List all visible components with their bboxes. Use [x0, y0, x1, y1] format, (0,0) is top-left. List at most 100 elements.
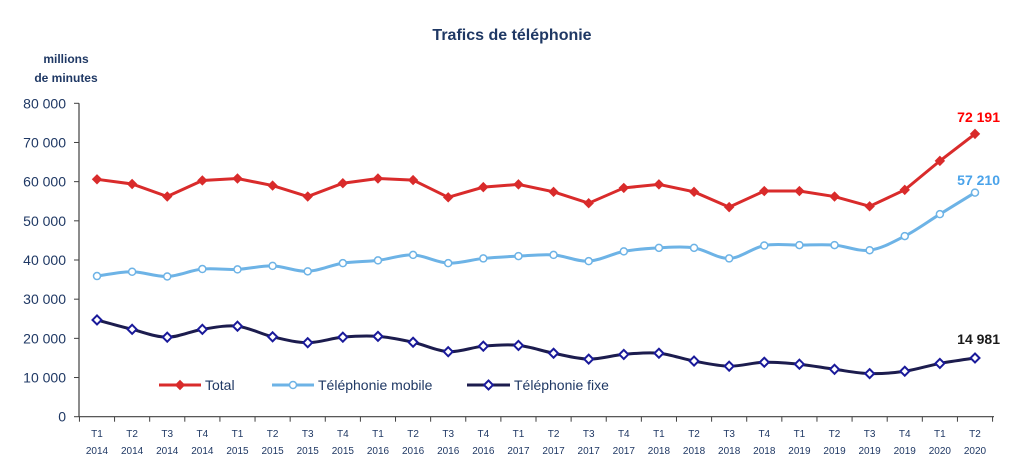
data-point-mobile — [760, 241, 769, 250]
legend-marker-mobile — [288, 380, 298, 390]
data-point-mobile — [900, 231, 910, 241]
data-point-total — [653, 179, 665, 190]
data-point-total — [372, 173, 384, 184]
data-point-fixe — [512, 339, 525, 352]
data-point-fixe — [758, 356, 771, 369]
x-tick-label-quarter: T3 — [583, 429, 595, 440]
data-point-fixe — [477, 340, 490, 353]
x-tick-label-quarter: T3 — [161, 429, 173, 440]
series-line-fixe — [96, 318, 976, 376]
x-tick-label-quarter: T1 — [91, 429, 103, 440]
x-tick-label-year: 2016 — [402, 446, 425, 457]
data-point-fixe — [898, 365, 911, 378]
x-tick-label-quarter: T2 — [688, 429, 700, 440]
data-point-mobile — [865, 245, 874, 255]
data-point-total — [969, 128, 981, 140]
y-tick-label: 10 000 — [23, 370, 66, 386]
x-tick-label-quarter: T1 — [232, 429, 244, 440]
data-point-mobile — [373, 256, 383, 265]
data-point-mobile — [935, 209, 945, 219]
data-point-fixe — [723, 360, 736, 373]
series-line-mobile — [96, 191, 976, 278]
x-tick-label-quarter: T3 — [442, 429, 454, 440]
y-axis-label-line1: millions — [43, 52, 89, 66]
data-point-fixe — [653, 347, 665, 360]
data-point-total — [478, 181, 489, 193]
legend-label-mobile: Téléphonie mobile — [318, 377, 433, 393]
data-point-total — [899, 184, 910, 196]
legend-label-fixe: Téléphonie fixe — [514, 377, 609, 393]
x-tick-label-year: 2016 — [437, 446, 460, 457]
chart-title: Trafics de téléphonie — [432, 27, 591, 44]
data-point-total — [794, 185, 805, 197]
data-point-fixe — [828, 363, 841, 376]
data-point-fixe — [231, 320, 244, 333]
data-point-total — [829, 191, 840, 202]
x-tick-label-year: 2014 — [156, 446, 179, 457]
data-point-mobile — [127, 267, 137, 277]
x-tick-label-quarter: T2 — [548, 429, 560, 440]
x-tick-label-year: 2018 — [648, 446, 671, 457]
x-tick-label-quarter: T3 — [723, 429, 735, 440]
x-tick-label-year: 2018 — [718, 446, 741, 457]
data-point-mobile — [233, 265, 242, 274]
y-tick-label: 50 000 — [23, 213, 66, 229]
x-tick-label-quarter: T4 — [618, 429, 630, 440]
data-point-fixe — [442, 345, 455, 358]
x-tick-label-year: 2020 — [964, 446, 987, 457]
x-tick-label-quarter: T3 — [864, 429, 876, 440]
x-tick-label-year: 2015 — [226, 446, 249, 457]
x-tick-label-quarter: T2 — [126, 429, 138, 440]
data-point-fixe — [547, 347, 560, 360]
data-point-total — [232, 173, 243, 184]
data-point-fixe — [161, 331, 174, 344]
x-tick-label-year: 2019 — [823, 446, 846, 457]
x-tick-label-quarter: T2 — [267, 429, 279, 440]
series-total: 72 191 — [91, 109, 1000, 213]
legend-marker-fixe — [482, 379, 495, 391]
y-tick-label: 60 000 — [23, 174, 66, 190]
x-tick-label-year: 2014 — [191, 446, 214, 457]
data-point-total — [618, 182, 630, 194]
x-tick-label-quarter: T1 — [794, 429, 806, 440]
data-point-fixe — [126, 323, 139, 336]
data-point-total — [548, 186, 559, 198]
data-point-total — [126, 178, 138, 190]
data-point-total — [583, 197, 594, 209]
x-tick-label-year: 2014 — [121, 446, 144, 457]
y-axis-label-line2: de minutes — [34, 71, 98, 85]
data-point-fixe — [266, 330, 279, 343]
x-tick-label-year: 2016 — [367, 446, 390, 457]
data-point-fixe — [863, 367, 876, 380]
data-point-fixe — [336, 331, 349, 344]
data-point-fixe — [407, 336, 419, 349]
x-tick-label-year: 2019 — [788, 446, 811, 457]
series-mobile: 57 210 — [92, 172, 1000, 281]
data-point-total — [162, 191, 173, 202]
x-tick-label-year: 2019 — [859, 446, 882, 457]
data-point-fixe — [793, 358, 806, 371]
data-point-fixe — [933, 357, 946, 370]
x-tick-label-year: 2020 — [929, 446, 952, 457]
data-point-total — [442, 192, 454, 203]
x-tick-label-year: 2018 — [753, 446, 776, 457]
data-point-mobile — [479, 254, 488, 263]
axes: 0 10 000 20 000 30 000 40 000 50 000 60 000 70 … — [23, 95, 994, 457]
x-tick-label-year: 2017 — [542, 446, 565, 457]
x-tick-label-year: 2019 — [894, 446, 917, 457]
data-point-mobile — [514, 251, 523, 261]
legend-marker-total — [174, 379, 186, 391]
x-tick-label-year: 2015 — [261, 446, 284, 457]
x-tick-label-year: 2017 — [613, 446, 636, 457]
data-point-total — [337, 178, 349, 189]
end-value-label-total: 72 191 — [957, 109, 1000, 125]
data-point-mobile — [689, 243, 699, 253]
data-point-mobile — [338, 258, 348, 268]
data-point-mobile — [795, 240, 804, 250]
data-point-total — [302, 191, 313, 202]
data-point-fixe — [969, 352, 981, 364]
data-point-mobile — [92, 271, 102, 281]
data-point-mobile — [619, 247, 629, 256]
data-point-mobile — [584, 256, 593, 266]
